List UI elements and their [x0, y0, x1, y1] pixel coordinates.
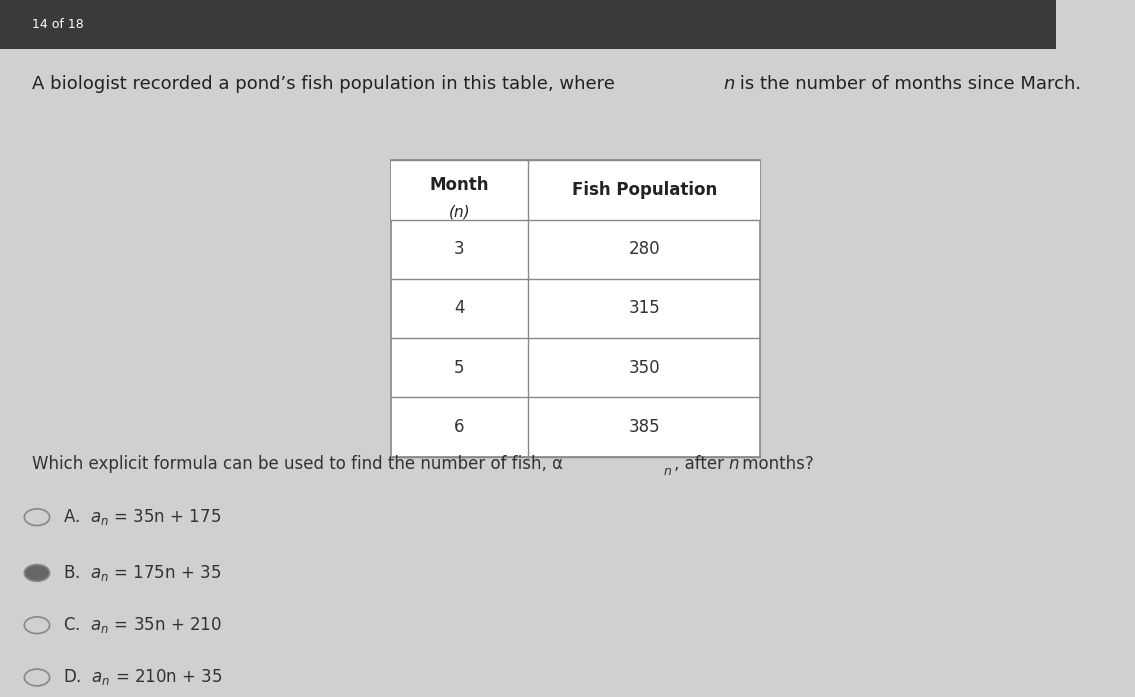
Text: 350: 350	[629, 359, 661, 376]
Text: Which explicit formula can be used to find the number of fish, α: Which explicit formula can be used to fi…	[32, 454, 563, 473]
Text: 3: 3	[454, 240, 464, 258]
FancyBboxPatch shape	[0, 0, 1057, 49]
Text: , after: , after	[674, 454, 729, 473]
Text: C.  $a_n$ = 35n + 210: C. $a_n$ = 35n + 210	[64, 615, 222, 635]
Text: A biologist recorded a pond’s fish population in this table, where: A biologist recorded a pond’s fish popul…	[32, 75, 621, 93]
Text: is the number of months since March.: is the number of months since March.	[734, 75, 1082, 93]
Text: 280: 280	[629, 240, 661, 258]
Text: n: n	[729, 454, 739, 473]
Text: 4: 4	[454, 300, 464, 317]
Text: 6: 6	[454, 418, 464, 436]
Text: months?: months?	[738, 454, 814, 473]
Text: 14 of 18: 14 of 18	[32, 18, 84, 31]
FancyBboxPatch shape	[390, 160, 760, 220]
Text: 315: 315	[629, 300, 661, 317]
Text: B.  $a_n$ = 175n + 35: B. $a_n$ = 175n + 35	[64, 563, 221, 583]
FancyBboxPatch shape	[390, 160, 760, 457]
Text: Month: Month	[430, 176, 489, 194]
Text: (n): (n)	[448, 204, 470, 219]
Text: 5: 5	[454, 359, 464, 376]
Text: n: n	[663, 466, 671, 478]
Text: 385: 385	[629, 418, 661, 436]
Text: D.  $a_n$ = 210n + 35: D. $a_n$ = 210n + 35	[64, 668, 222, 687]
Text: Fish Population: Fish Population	[572, 181, 717, 199]
Text: A.  $a_n$ = 35n + 175: A. $a_n$ = 35n + 175	[64, 507, 221, 527]
Circle shape	[24, 565, 50, 581]
Text: n: n	[723, 75, 734, 93]
